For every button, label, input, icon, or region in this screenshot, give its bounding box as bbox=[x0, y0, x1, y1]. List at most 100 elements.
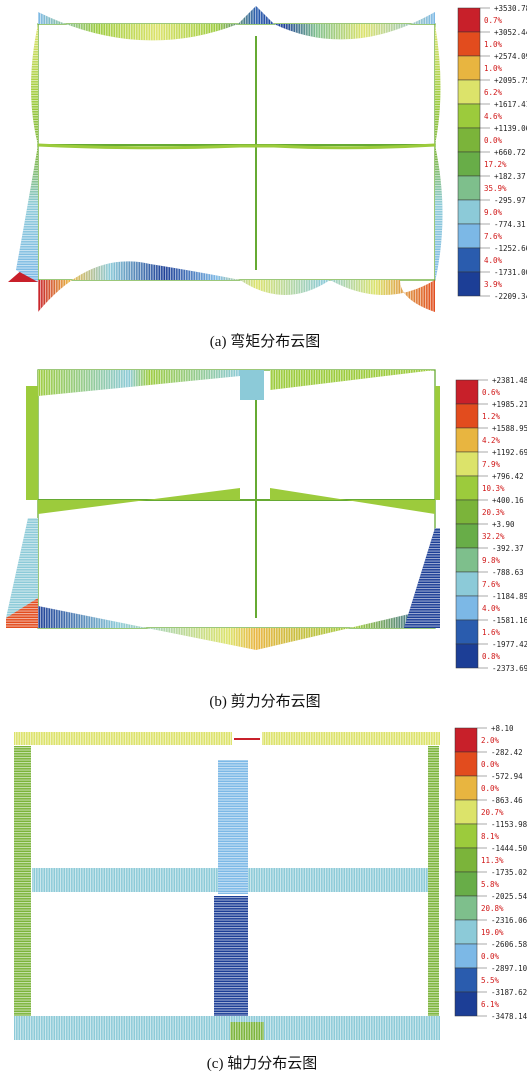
legend-swatch bbox=[454, 727, 478, 753]
caption-b: (b) 剪力分布云图 bbox=[209, 693, 320, 710]
legend-value: -1252.66 bbox=[494, 244, 527, 253]
legend-value: +3052.44 bbox=[494, 28, 527, 37]
legend-value: +8.10 bbox=[491, 724, 514, 733]
legend-swatch bbox=[454, 871, 478, 897]
legend-swatch bbox=[457, 175, 481, 201]
legend-swatch bbox=[455, 619, 479, 645]
axial-legend: 2.0% 0.0% 0.0% 20.7% 8.1% 11.3% 5.8% 20.8% 19.0%… bbox=[454, 724, 527, 1021]
legend-value: +182.37 bbox=[494, 172, 526, 181]
legend-percent: 0.0% bbox=[481, 760, 500, 769]
legend-swatch bbox=[457, 223, 481, 249]
legend-percent: 9.8% bbox=[482, 556, 501, 565]
legend-percent: 5.8% bbox=[481, 880, 500, 889]
legend-swatch bbox=[455, 499, 479, 525]
panel-axial: 2.0% 0.0% 0.0% 20.7% 8.1% 11.3% 5.8% 20.8% 19.0%… bbox=[0, 722, 527, 1085]
legend-value: +2381.48 bbox=[492, 376, 527, 385]
legend-percent: 1.0% bbox=[484, 40, 503, 49]
legend-swatch bbox=[455, 643, 479, 669]
legend-percent: 8.1% bbox=[481, 832, 500, 841]
legend-value: -392.37 bbox=[492, 544, 524, 553]
legend-value: -863.46 bbox=[491, 796, 523, 805]
legend-swatch bbox=[454, 991, 478, 1017]
legend-swatch bbox=[454, 823, 478, 849]
legend-swatch bbox=[454, 919, 478, 945]
legend-swatch bbox=[454, 967, 478, 993]
legend-percent: 20.3% bbox=[482, 508, 505, 517]
legend-percent: 19.0% bbox=[481, 928, 504, 937]
legend-percent: 11.3% bbox=[481, 856, 504, 865]
legend-percent: 7.9% bbox=[482, 460, 501, 469]
moment-contour-figure: 0.7% 1.0% 1.0% 6.2% 4.6% 0.0% 17.2% 35.9% 9.0% 7.… bbox=[8, 4, 527, 350]
legend-percent: 4.0% bbox=[482, 604, 501, 613]
legend-value: +2574.09 bbox=[494, 52, 527, 61]
legend-swatch bbox=[454, 751, 478, 777]
shear-legend: 0.6% 1.2% 4.2% 7.9% 10.3% 20.3% 32.2% 9.8% 7.6% 4… bbox=[455, 376, 527, 673]
legend-swatch bbox=[454, 943, 478, 969]
legend-percent: 4.0% bbox=[484, 256, 503, 265]
legend-percent: 0.0% bbox=[484, 136, 503, 145]
legend-swatch bbox=[457, 199, 481, 225]
legend-percent: 1.6% bbox=[482, 628, 501, 637]
legend-percent: 20.8% bbox=[481, 904, 504, 913]
legend-swatch bbox=[454, 847, 478, 873]
legend-swatch bbox=[457, 55, 481, 81]
legend-value: -1735.02 bbox=[491, 868, 527, 877]
panel-shear: 0.6% 1.2% 4.2% 7.9% 10.3% 20.3% 32.2% 9.8% 7.6% 4… bbox=[0, 368, 527, 720]
legend-value: -1581.16 bbox=[492, 616, 527, 625]
legend-value: -1731.00 bbox=[494, 268, 527, 277]
legend-value: -1444.50 bbox=[491, 844, 527, 853]
legend-value: -1153.98 bbox=[491, 820, 527, 829]
legend-swatch bbox=[455, 571, 479, 597]
legend-value: +660.72 bbox=[494, 148, 526, 157]
legend-swatch bbox=[455, 475, 479, 501]
legend-value: +1192.69 bbox=[492, 448, 527, 457]
legend-percent: 9.0% bbox=[484, 208, 503, 217]
legend-swatch bbox=[455, 547, 479, 573]
legend-value: +1617.41 bbox=[494, 100, 527, 109]
legend-percent: 0.0% bbox=[481, 784, 500, 793]
legend-percent: 3.9% bbox=[484, 280, 503, 289]
legend-percent: 17.2% bbox=[484, 160, 507, 169]
legend-value: -1977.42 bbox=[492, 640, 527, 649]
legend-swatch bbox=[457, 7, 481, 33]
legend-value: -1184.89 bbox=[492, 592, 527, 601]
legend-value: +1985.21 bbox=[492, 400, 527, 409]
caption-a: (a) 弯矩分布云图 bbox=[210, 333, 320, 350]
legend-value: -3187.62 bbox=[491, 988, 527, 997]
legend-percent: 1.2% bbox=[482, 412, 501, 421]
legend-value: -282.42 bbox=[491, 748, 523, 757]
legend-swatch bbox=[454, 895, 478, 921]
legend-value: -774.31 bbox=[494, 220, 526, 229]
legend-value: -3478.14 bbox=[491, 1012, 527, 1021]
legend-swatch bbox=[455, 403, 479, 429]
legend-swatch bbox=[455, 523, 479, 549]
legend-percent: 7.6% bbox=[484, 232, 503, 241]
legend-swatch bbox=[457, 103, 481, 129]
legend-swatch bbox=[455, 379, 479, 405]
panel-moment: 0.7% 1.0% 1.0% 6.2% 4.6% 0.0% 17.2% 35.9% 9.0% 7.… bbox=[0, 0, 527, 360]
legend-swatch bbox=[457, 79, 481, 105]
legend-value: +3530.78 bbox=[494, 4, 527, 13]
legend-percent: 4.2% bbox=[482, 436, 501, 445]
legend-percent: 6.1% bbox=[481, 1000, 500, 1009]
legend-swatch bbox=[455, 427, 479, 453]
legend-percent: 10.3% bbox=[482, 484, 505, 493]
legend-percent: 6.2% bbox=[484, 88, 503, 97]
legend-value: -2025.54 bbox=[491, 892, 527, 901]
legend-value: +796.42 bbox=[492, 472, 524, 481]
legend-value: +400.16 bbox=[492, 496, 524, 505]
legend-swatch bbox=[457, 271, 481, 297]
legend-swatch bbox=[454, 799, 478, 825]
legend-percent: 0.7% bbox=[484, 16, 503, 25]
legend-value: +1588.95 bbox=[492, 424, 527, 433]
legend-swatch bbox=[454, 775, 478, 801]
legend-percent: 4.6% bbox=[484, 112, 503, 121]
legend-swatch bbox=[455, 451, 479, 477]
left-column-shear-upper bbox=[26, 386, 38, 500]
legend-value: -2897.10 bbox=[491, 964, 527, 973]
legend-percent: 0.0% bbox=[481, 952, 500, 961]
legend-value: -2316.06 bbox=[491, 916, 527, 925]
legend-percent: 20.7% bbox=[481, 808, 504, 817]
legend-swatch bbox=[457, 127, 481, 153]
legend-percent: 0.8% bbox=[482, 652, 501, 661]
